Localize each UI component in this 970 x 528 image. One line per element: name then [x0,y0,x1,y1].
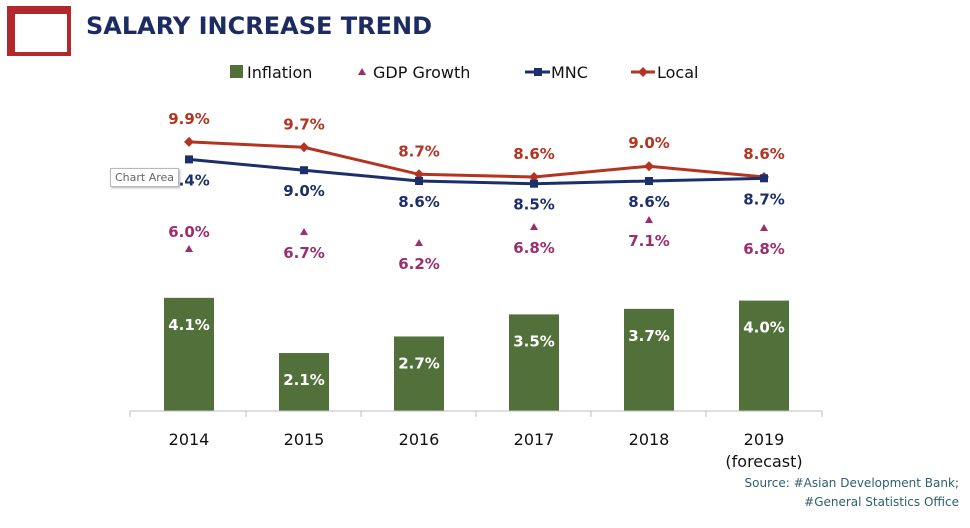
local-label-2018: 9.0% [628,134,670,152]
mnc-marker-2018 [645,177,653,185]
source-line-1: Source: #Asian Development Bank; [744,476,959,490]
legend-inflation-swatch [230,65,243,78]
logo-mark [7,6,71,56]
mnc-marker-2019 [760,174,768,183]
legend-mnc-marker [534,68,542,76]
local-label-2019: 8.6% [743,145,785,163]
mnc-marker-2015 [300,166,308,175]
mnc-label-2015: 9.0% [283,182,325,200]
x-tick-label-2019: 2019 [744,430,785,449]
page-title: SALARY INCREASE TREND [86,12,432,40]
x-tick-label-2017: 2017 [514,430,555,449]
mnc-marker-2017 [530,179,538,188]
chart-area-tooltip: Chart Area [110,168,180,187]
mnc-label-2017: 8.5% [513,196,555,214]
x-tick-label-2016: 2016 [399,430,440,449]
local-marker-2015 [299,142,309,153]
source-line-2: #General Statistics Office [804,495,959,509]
gdp-label-2016: 6.2% [398,255,440,273]
legend-label-3: Local [657,63,698,82]
mnc-marker-2016 [415,177,423,185]
local-label-2014: 9.9% [168,110,210,128]
inflation-label-2019: 4.0% [743,319,785,337]
gdp-label-2014: 6.0% [168,223,210,241]
local-marker-2017 [529,172,539,182]
gdp-label-2018: 7.1% [628,232,670,250]
local-label-2017: 8.6% [513,145,555,163]
local-marker-2018 [644,161,654,172]
local-label-2016: 8.7% [398,142,440,160]
mnc-marker-2014 [185,155,193,164]
inflation-bar-2019 [739,300,789,411]
local-line [188,140,765,179]
gdp-label-2017: 6.8% [513,239,555,257]
mnc-label-2016: 8.6% [398,193,440,211]
legend-label-0: Inflation [247,63,312,82]
x-tick-label-2018: 2018 [629,430,670,449]
gdp-marker-2014 [185,245,193,252]
x-axis: 2014 2015 2016 2017 2018 2019 (forecast) [129,410,823,471]
x-tick-sublabel-2019: (forecast) [725,452,802,471]
chart-legend: Inflation GDP Growth MNC Local [230,63,698,82]
legend-gdp-swatch [358,68,366,75]
legend-local-marker [638,67,648,77]
inflation-bar-2014 [164,297,214,411]
inflation-label-2018: 3.7% [628,327,670,345]
mnc-label-2018: 8.6% [628,193,670,211]
gdp-label-2019: 6.8% [743,240,785,258]
inflation-bar-2016 [394,336,444,411]
legend-label-2: MNC [551,63,588,82]
inflation-label-2016: 2.7% [398,354,440,372]
gdp-marker-2016 [415,239,423,246]
gdp-marker-2015 [300,228,308,235]
gdp-marker-2019 [760,224,768,231]
inflation-bar-2015 [279,353,329,411]
local-marker-2014 [184,136,194,147]
inflation-bar-2018 [624,308,674,411]
inflation-bars [164,297,789,411]
data-labels: 4.1% 2.1% 2.7% 3.5% 3.7% 4.0% 9.9% 9.7% 8.7% 8.6%… [168,110,785,389]
inflation-label-2015: 2.1% [283,371,325,389]
x-tick-label-2015: 2015 [284,430,325,449]
legend-label-1: GDP Growth [373,63,470,82]
inflation-label-2017: 3.5% [513,332,555,350]
source-note: Source: #Asian Development Bank; #Genera… [745,474,959,512]
gdp-marker-2018 [645,216,653,223]
local-label-2015: 9.7% [283,115,325,133]
gdp-label-2015: 6.7% [283,244,325,262]
mnc-line [188,157,765,186]
mnc-label-2019: 8.7% [743,190,785,208]
x-tick-label-2014: 2014 [169,430,210,449]
gdp-marker-2017 [530,223,538,230]
inflation-label-2014: 4.1% [168,316,210,334]
inflation-bar-2017 [509,314,559,411]
local-marker-2016 [414,169,424,180]
trend-lines [184,136,769,252]
